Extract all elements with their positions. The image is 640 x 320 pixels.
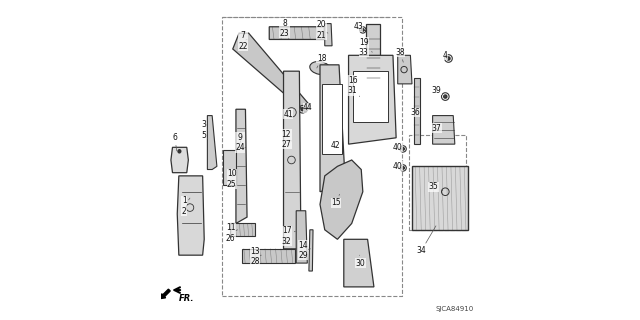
Text: SJCA84910: SJCA84910 (436, 306, 474, 312)
Text: 30: 30 (356, 255, 365, 268)
Text: 17
32: 17 32 (282, 227, 296, 246)
Circle shape (301, 108, 304, 111)
Polygon shape (397, 55, 412, 84)
Polygon shape (344, 239, 374, 287)
Text: 18: 18 (317, 54, 326, 68)
FancyBboxPatch shape (321, 84, 342, 154)
Text: 38: 38 (396, 48, 405, 62)
Polygon shape (243, 249, 294, 263)
FancyArrow shape (161, 289, 170, 299)
Text: 6: 6 (172, 133, 177, 151)
Polygon shape (284, 71, 301, 249)
Polygon shape (177, 176, 204, 255)
Polygon shape (324, 24, 332, 46)
Text: 42: 42 (330, 141, 340, 150)
Text: 10
25: 10 25 (227, 169, 237, 189)
Text: 19
33: 19 33 (359, 38, 372, 57)
Polygon shape (412, 166, 467, 230)
Text: 40: 40 (393, 162, 403, 171)
Text: 11
26: 11 26 (226, 223, 237, 243)
Text: 39: 39 (432, 86, 445, 97)
Polygon shape (309, 230, 313, 271)
Text: 16
31: 16 31 (348, 76, 360, 97)
Polygon shape (207, 116, 217, 170)
Text: 14
29: 14 29 (298, 241, 310, 260)
Ellipse shape (310, 61, 330, 75)
Polygon shape (296, 211, 307, 263)
Text: 37: 37 (432, 124, 442, 133)
Polygon shape (349, 55, 396, 144)
Polygon shape (269, 27, 328, 39)
Circle shape (289, 111, 292, 114)
Text: FR.: FR. (179, 294, 195, 303)
Circle shape (402, 148, 404, 150)
Text: 7
22: 7 22 (239, 31, 248, 51)
Circle shape (447, 57, 450, 60)
Circle shape (444, 95, 447, 98)
Text: 4: 4 (443, 51, 449, 60)
Text: 41: 41 (284, 109, 293, 118)
Polygon shape (230, 223, 255, 236)
Text: 8
23: 8 23 (280, 19, 289, 38)
Polygon shape (223, 150, 236, 185)
Polygon shape (320, 65, 346, 192)
Text: ●: ● (177, 148, 181, 153)
Text: 15: 15 (331, 194, 340, 207)
Text: 35: 35 (429, 182, 443, 191)
Text: 44: 44 (303, 103, 313, 112)
Circle shape (362, 29, 364, 31)
Polygon shape (413, 77, 420, 144)
Text: 12
27: 12 27 (282, 130, 291, 149)
Text: 3
5: 3 5 (201, 120, 208, 140)
Text: 1
2: 1 2 (182, 196, 190, 216)
Polygon shape (366, 24, 380, 90)
Circle shape (402, 167, 404, 169)
Polygon shape (433, 116, 455, 144)
FancyBboxPatch shape (353, 71, 388, 122)
Polygon shape (233, 33, 310, 112)
Text: 20
21: 20 21 (317, 20, 328, 40)
Text: 36: 36 (410, 108, 420, 117)
Polygon shape (171, 147, 188, 173)
Polygon shape (236, 109, 247, 223)
Polygon shape (320, 160, 363, 239)
Text: 13
28: 13 28 (250, 247, 261, 267)
Text: 9
24: 9 24 (236, 133, 245, 152)
Text: 43: 43 (353, 22, 363, 31)
Text: 34: 34 (417, 226, 436, 255)
Text: 40: 40 (393, 143, 403, 152)
